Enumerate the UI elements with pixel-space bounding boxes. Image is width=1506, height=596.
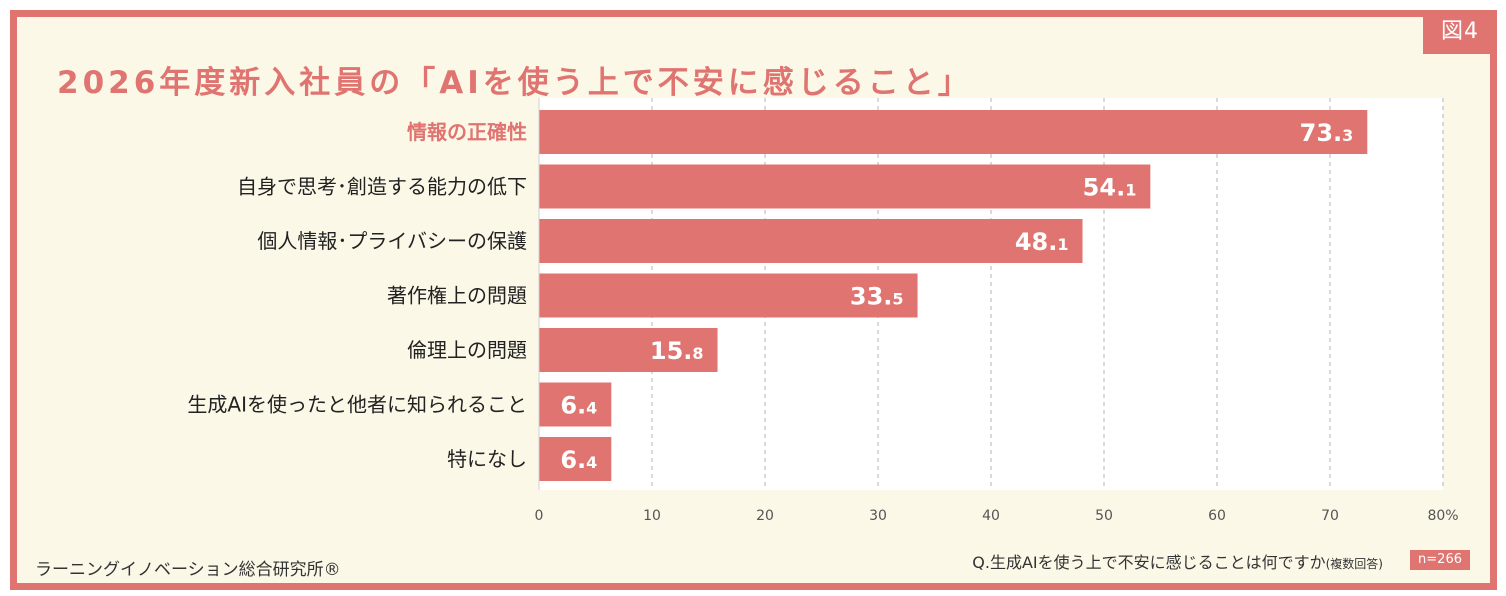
category-label-4: 倫理上の問題	[407, 338, 527, 362]
value-label-2: 48.1	[1015, 228, 1069, 256]
bar-1	[539, 164, 1151, 209]
sample-size-badge: n=266	[1410, 550, 1470, 570]
category-label-5: 生成AIを使ったと他者に知られること	[187, 393, 527, 417]
x-tick-label-70: 70	[1321, 508, 1339, 524]
x-tick-label-60: 60	[1208, 508, 1226, 524]
x-tick-label-40: 40	[982, 508, 1000, 524]
x-tick-label-30: 30	[869, 508, 887, 524]
category-label-1: 自身で思考･創造する能力の低下	[237, 175, 527, 199]
bar-6	[539, 437, 612, 481]
value-label-0: 73.3	[1300, 119, 1354, 147]
bar-0	[539, 110, 1368, 154]
x-tick-label-80: 80%	[1427, 508, 1458, 524]
value-label-5: 6.4	[560, 392, 597, 420]
category-label-0: 情報の正確性	[407, 120, 527, 144]
category-label-3: 著作権上の問題	[387, 284, 527, 308]
bar-2	[539, 219, 1083, 263]
category-label-2: 個人情報･プライバシーの保護	[257, 229, 527, 253]
question-text: Q.生成AIを使う上で不安に感じることは何ですか	[972, 553, 1326, 572]
x-tick-label-10: 10	[643, 508, 661, 524]
value-label-3: 33.5	[850, 283, 904, 311]
value-label-4: 15.8	[650, 337, 704, 365]
chart-title: 2026年度新入社員の「AIを使う上で不安に感じること」	[57, 65, 973, 101]
credit-text: ラーニングイノベーション総合研究所®	[35, 560, 341, 580]
value-label-6: 6.4	[560, 446, 597, 474]
bar-4	[539, 328, 718, 372]
bar-3	[539, 273, 918, 318]
bar-5	[539, 382, 612, 427]
survey-question: Q.生成AIを使う上で不安に感じることは何ですか(複数回答)	[972, 549, 1383, 573]
figure-label: 図4	[1423, 10, 1497, 54]
x-tick-label-50: 50	[1095, 508, 1113, 524]
category-label-6: 特になし	[447, 447, 527, 471]
x-tick-label-0: 0	[535, 508, 544, 524]
question-note: (複数回答)	[1325, 557, 1383, 571]
value-label-1: 54.1	[1083, 174, 1137, 202]
x-tick-label-20: 20	[756, 508, 774, 524]
